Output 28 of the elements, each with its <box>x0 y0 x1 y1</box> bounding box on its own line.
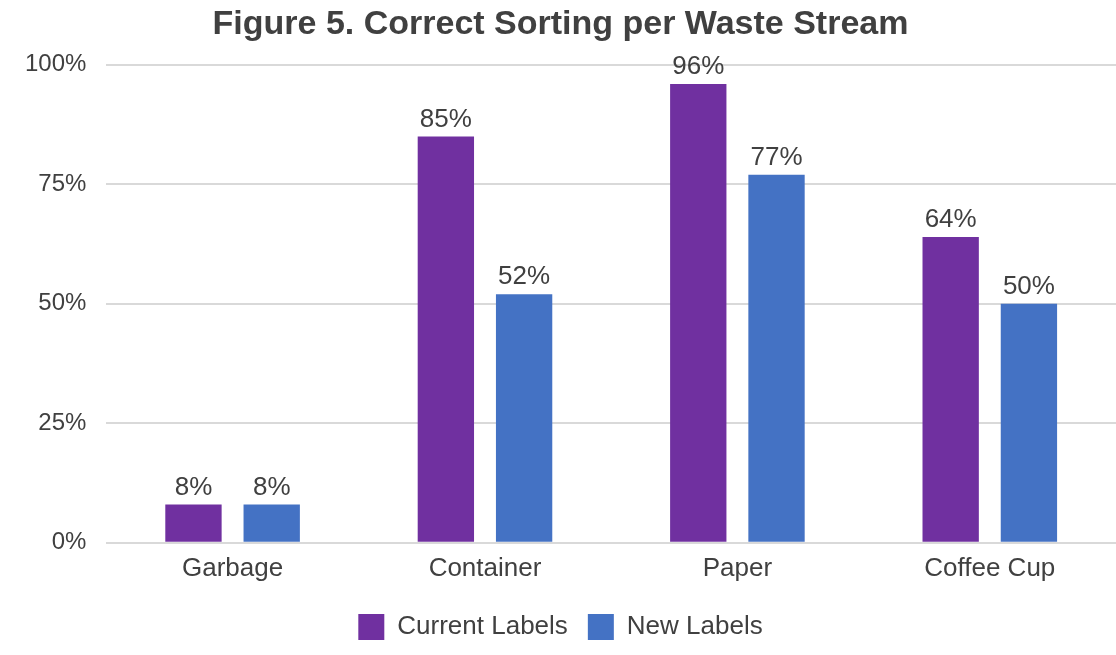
y-tick-label: 25% <box>38 407 87 435</box>
data-label: 8% <box>174 470 213 501</box>
data-label: 64% <box>924 203 977 234</box>
bar <box>417 136 475 542</box>
bar <box>1000 303 1058 542</box>
chart-title: Figure 5. Correct Sorting per Waste Stream <box>212 2 909 41</box>
x-tick-label: Container <box>428 551 542 582</box>
legend-label: Current Labels <box>397 610 568 641</box>
x-tick-label: Garbage <box>181 551 284 582</box>
y-tick-label: 75% <box>38 168 87 196</box>
bar <box>495 294 553 542</box>
legend-label: New Labels <box>626 610 763 641</box>
bar <box>243 504 300 542</box>
x-tick-label: Coffee Cup <box>924 551 1056 582</box>
data-label: 85% <box>419 102 472 133</box>
data-label: 50% <box>1002 269 1055 300</box>
bar <box>922 236 979 542</box>
x-tick-label: Paper <box>702 551 773 582</box>
y-tick-label: 0% <box>51 527 87 555</box>
data-label: 52% <box>498 260 551 291</box>
data-label: 8% <box>252 470 291 501</box>
bar <box>670 83 727 542</box>
bar <box>748 174 805 542</box>
data-label: 96% <box>672 50 725 81</box>
data-label: 77% <box>750 140 803 171</box>
y-tick-label: 100% <box>24 49 87 77</box>
y-tick-label: 50% <box>38 288 87 316</box>
bar <box>165 504 222 542</box>
